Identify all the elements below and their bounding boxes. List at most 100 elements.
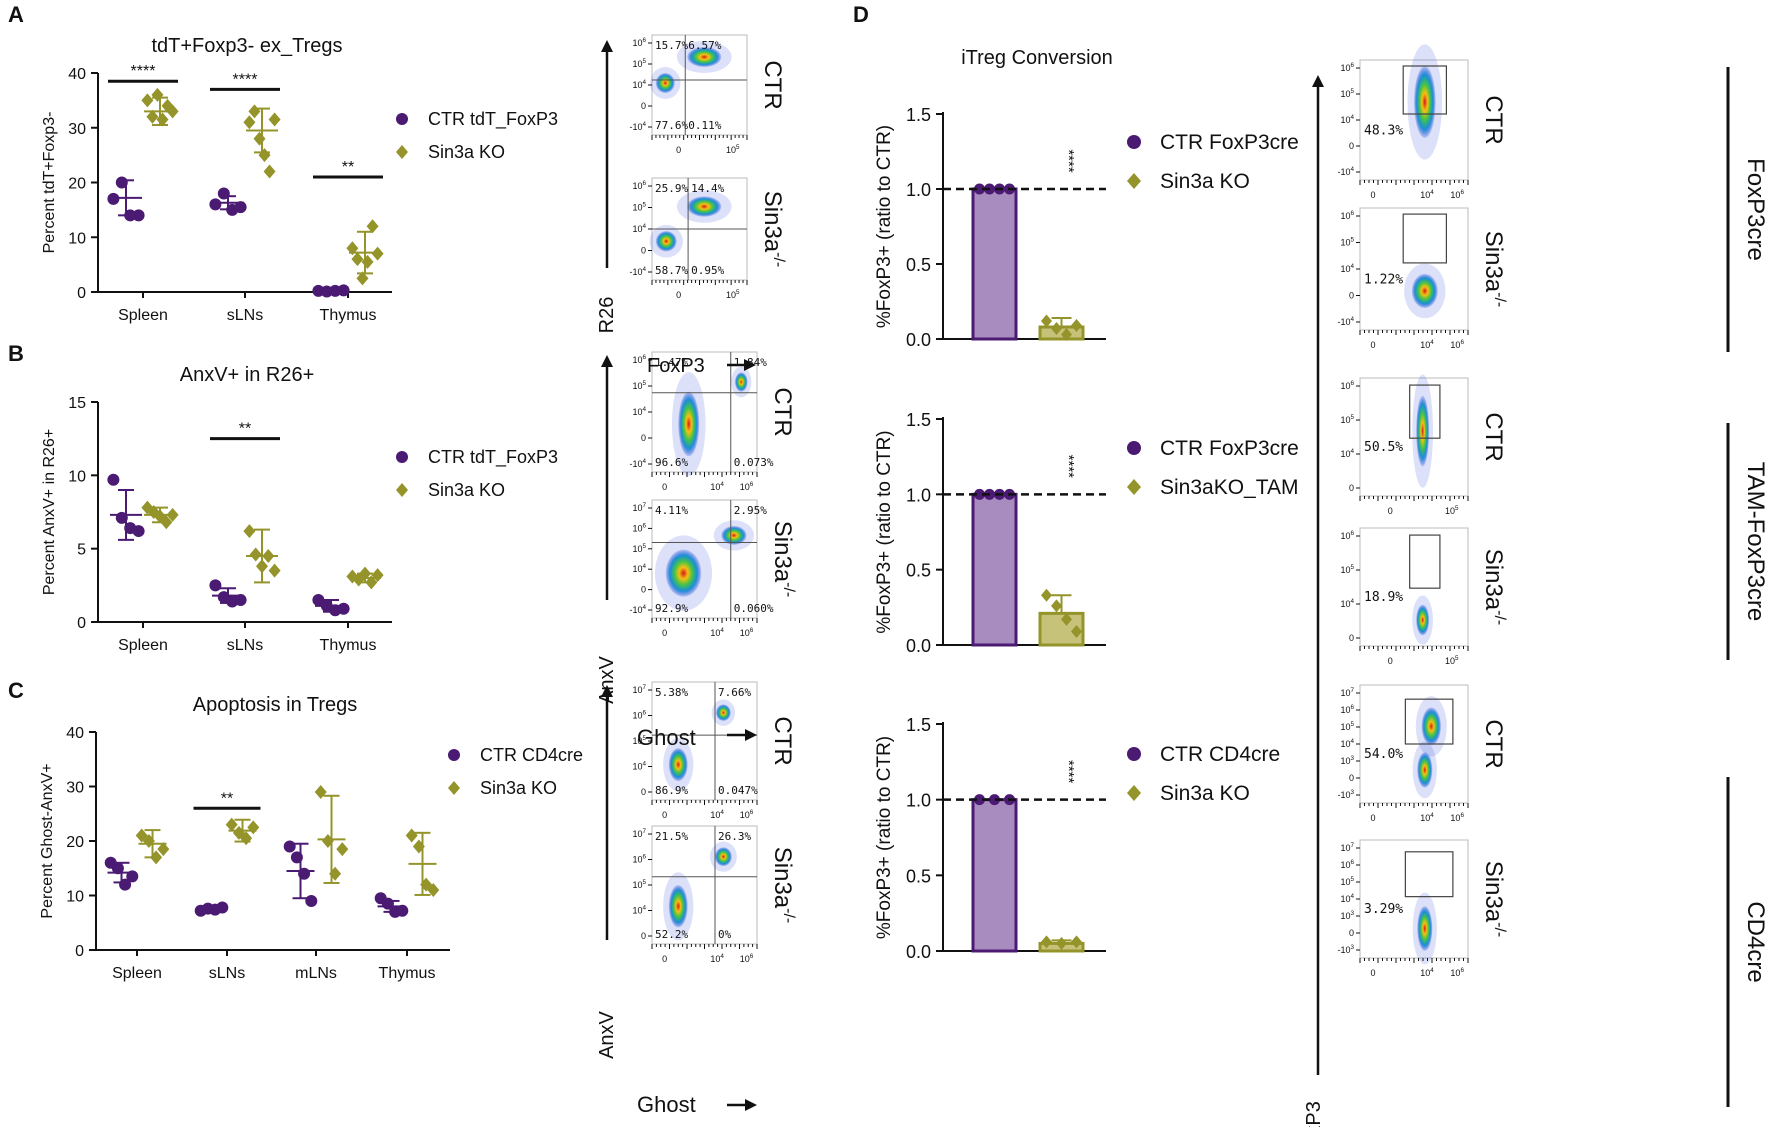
y-tick-label-D3: 1.5 [906, 715, 931, 735]
flow-x-tick-label: 0 [1370, 968, 1375, 978]
flow-plot-frame [1359, 839, 1469, 959]
flow-y-tick-label: 106 [632, 522, 646, 533]
data-point-ko [346, 241, 359, 256]
flow-y-tick-label: 106 [632, 853, 646, 864]
flow-axis-arrow-x-head [745, 729, 757, 741]
flow-y-tick-label: -104 [1337, 166, 1354, 177]
flow-y-tick-label: 104 [1340, 598, 1354, 609]
flow-y-tick-label: 104 [1340, 893, 1354, 904]
flow-y-tick-label: 0 [641, 433, 646, 443]
flow-y-tick-label: -104 [629, 266, 646, 277]
section-label: CD4cre [1742, 901, 1769, 982]
flow-x-tick-label: 106 [740, 953, 754, 964]
category-label-B: Thymus [320, 637, 377, 654]
legend-label: Sin3a KO [1160, 782, 1250, 805]
data-point-ko [1041, 588, 1052, 602]
flow-population [668, 748, 688, 782]
legend-marker [396, 483, 408, 497]
flow-y-tick-label: 0 [1349, 141, 1354, 151]
panel-label-C: C [8, 678, 24, 703]
flow-y-tick-label: 105 [632, 380, 646, 391]
data-point-ko [240, 831, 253, 846]
flow-y-tick-label: 104 [632, 904, 646, 915]
genotype-label: CTR [1480, 412, 1507, 461]
flow-y-tick-label: 0 [1349, 773, 1354, 783]
flow-y-tick-label: 105 [1340, 564, 1354, 575]
data-point-ctr [305, 894, 318, 907]
flow-y-tick-label: 104 [1340, 448, 1354, 459]
data-point-ctr [217, 187, 230, 200]
flow-x-tick-label: 0 [1388, 506, 1393, 516]
data-point-ko [427, 883, 440, 898]
data-point-ko [321, 834, 334, 848]
significance-label: **** [1060, 149, 1077, 173]
flow-x-tick-label: 104 [1420, 339, 1434, 350]
flow-y-tick-label: 106 [1340, 530, 1354, 541]
significance-label: **** [1060, 455, 1077, 479]
data-point-ko [146, 109, 159, 124]
flow-y-tick-label: 0 [641, 246, 646, 256]
flow-x-tick-label: 0 [1370, 340, 1375, 350]
legend-label: CTR tdT_FoxP3 [428, 447, 558, 468]
legend-marker [1127, 173, 1141, 189]
data-point-ko [1051, 599, 1062, 613]
data-point-ctr [115, 511, 128, 524]
legend-label: CTR FoxP3cre [1160, 131, 1299, 154]
chart-title-D: iTreg Conversion [961, 47, 1113, 69]
flow-x-tick-label: 104 [710, 627, 724, 638]
data-point-ctr [209, 198, 222, 211]
significance-label: ** [239, 421, 251, 438]
flow-population [678, 391, 700, 457]
legend-label: Sin3a KO [1160, 170, 1250, 193]
flow-axis-label-y: AnxV [596, 655, 618, 703]
quadrant-percent: 0.073% [734, 456, 774, 469]
genotype-label: Sin3a-/- [759, 191, 787, 268]
flow-plot-frame [1359, 207, 1469, 331]
data-point-ko [336, 842, 349, 857]
data-point-ctr [111, 862, 124, 875]
y-tick-label-D1: 0.5 [906, 255, 931, 275]
bar-ctr [971, 798, 1018, 953]
data-point-ko [1071, 624, 1082, 638]
significance-label: **** [233, 71, 258, 88]
flow-axis-arrow-y-head [601, 40, 613, 52]
y-tick-label-D2: 1.0 [906, 485, 931, 505]
flow-population [1417, 752, 1433, 788]
flow-gate [1404, 851, 1454, 898]
flow-x-tick-label: 0 [1370, 813, 1375, 823]
category-label-A: Spleen [118, 307, 168, 324]
flow-x-tick-label: 105 [1445, 505, 1459, 516]
flow-gate [1409, 384, 1441, 439]
panel-label-B: B [8, 341, 24, 366]
flow-plot-frame [651, 825, 758, 945]
y-tick-label-C: 10 [66, 889, 84, 906]
flow-y-tick-label: 103 [1340, 755, 1354, 766]
chart-title-B: AnxV+ in R26+ [180, 364, 315, 386]
flow-y-tick-label: 105 [1340, 414, 1354, 425]
data-point-ctr [209, 579, 222, 592]
quadrant-percent: 86.9% [655, 784, 688, 797]
y-tick-label-B: 10 [68, 468, 86, 485]
section-label: TAM-FoxP3cre [1742, 462, 1769, 622]
legend-label: Sin3a KO [428, 142, 505, 162]
data-point-ko [371, 246, 384, 261]
data-point-ko [141, 93, 154, 108]
flow-y-tick-label: 106 [1340, 859, 1354, 870]
data-point-ko [1061, 612, 1072, 626]
flow-axis-arrow-y-head [601, 685, 613, 697]
flow-y-tick-label: 0 [1349, 291, 1354, 301]
y-tick-label-D3: 0.5 [906, 866, 931, 886]
y-tick-label-A: 0 [77, 285, 86, 302]
data-point-ko [268, 112, 281, 127]
flow-gate [1402, 65, 1447, 115]
flow-plot-frame [1359, 59, 1469, 181]
significance-label: **** [1060, 760, 1077, 784]
y-tick-label-B: 0 [77, 615, 86, 632]
y-axis-label-D1: %FoxP3+ (ratio to CTR) [874, 125, 895, 328]
flow-x-tick-label: 106 [740, 809, 754, 820]
category-label-B: sLNs [227, 637, 263, 654]
genotype-label: CTR [1480, 719, 1507, 768]
legend-marker [1127, 479, 1141, 495]
flow-y-tick-label: -103 [1337, 789, 1354, 800]
data-point-ko [1041, 935, 1052, 949]
